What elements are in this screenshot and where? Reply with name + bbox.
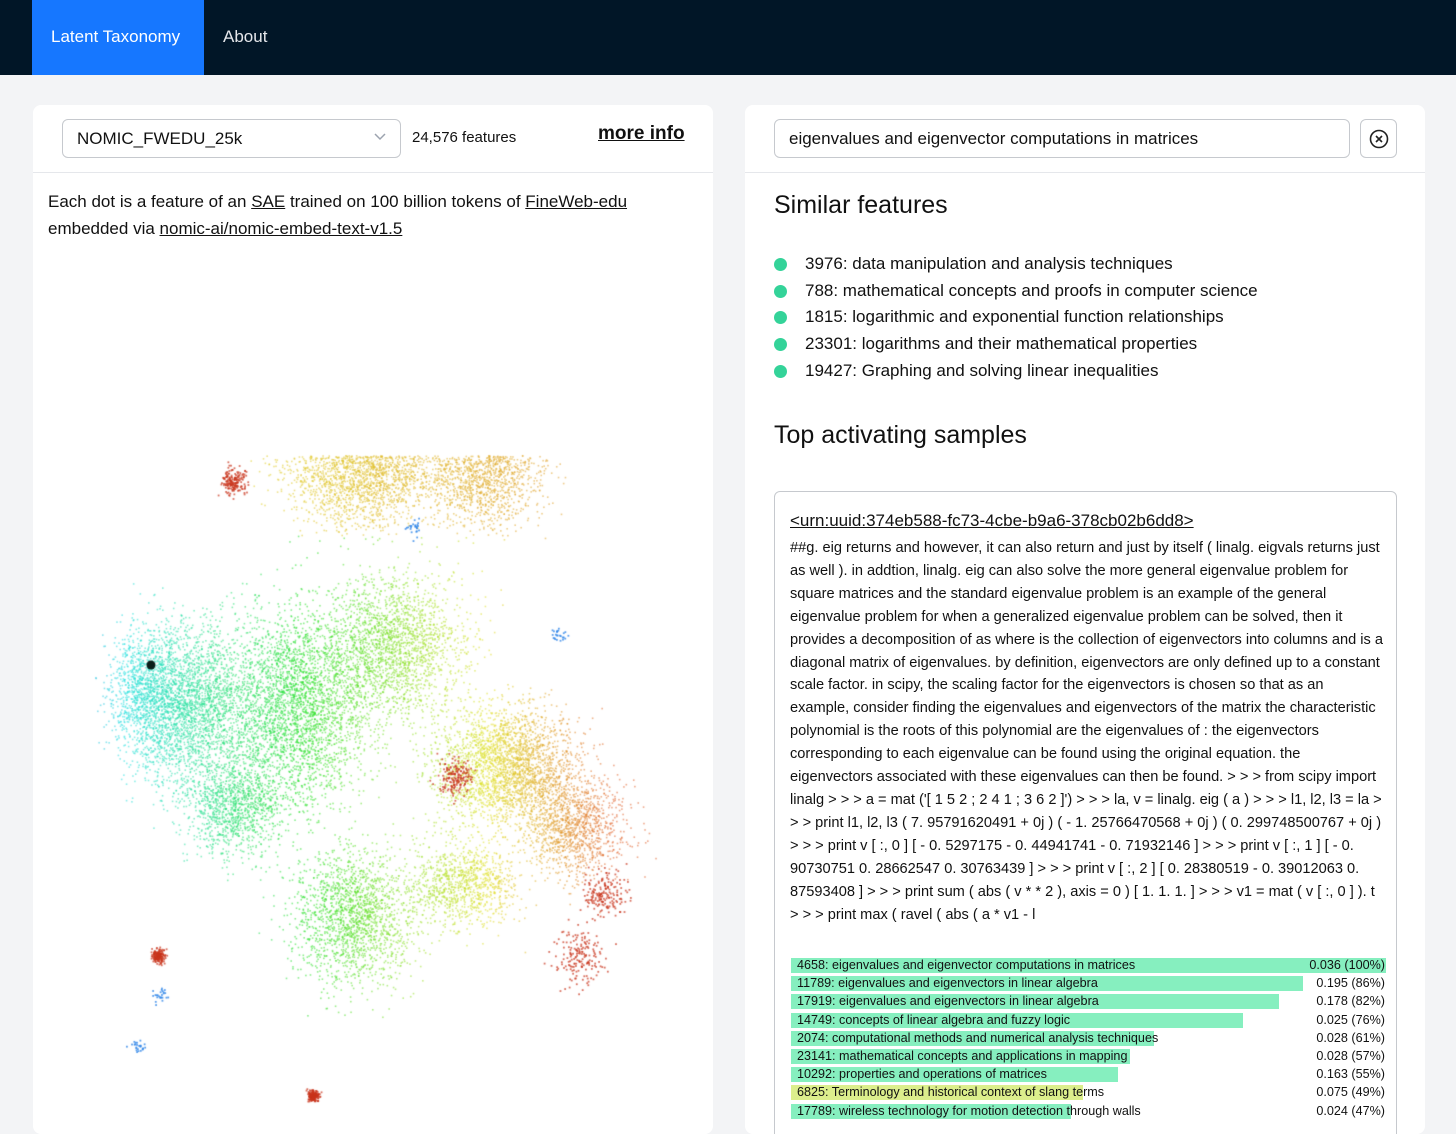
- dataset-select[interactable]: NOMIC_FWEDU_25k: [62, 119, 401, 158]
- activation-feature-label: 2074: computational methods and numerica…: [797, 1030, 1159, 1045]
- activation-bar-row[interactable]: 17919: eigenvalues and eigenvectors in l…: [791, 993, 1386, 1011]
- similar-feature-label: 19427: Graphing and solving linear inequ…: [805, 360, 1159, 380]
- detail-panel-header: [745, 105, 1425, 173]
- feature-dot-icon: [774, 258, 787, 271]
- feature-count: 24,576 features: [412, 129, 517, 146]
- activation-feature-label: 10292: properties and operations of matr…: [797, 1067, 1047, 1082]
- similar-feature-item[interactable]: 19427: Graphing and solving linear inequ…: [774, 358, 1258, 385]
- activation-feature-label: 17789: wireless technology for motion de…: [797, 1103, 1141, 1118]
- activation-feature-label: 4658: eigenvalues and eigenvector comput…: [797, 958, 1136, 972]
- activation-bar-fill: [791, 958, 1386, 973]
- map-panel-header: NOMIC_FWEDU_25k 24,576 features more inf…: [33, 105, 713, 173]
- activation-bar-fill: [791, 1103, 1071, 1119]
- top-samples-title: Top activating samples: [774, 421, 1027, 449]
- activation-value: 0.028 (61%): [1316, 1030, 1385, 1045]
- activation-feature-label: 14749: concepts of linear algebra and fu…: [797, 1012, 1071, 1027]
- similar-features-list: 3976: data manipulation and analysis tec…: [774, 251, 1258, 384]
- activation-bar-row[interactable]: 10292: properties and operations of matr…: [791, 1066, 1386, 1084]
- close-circle-icon: [1369, 129, 1389, 149]
- dataset-select-value: NOMIC_FWEDU_25k: [77, 129, 243, 148]
- nav-tab-about[interactable]: About: [223, 27, 268, 46]
- detail-panel: Similar features 3976: data manipulation…: [745, 105, 1425, 1134]
- activation-bar-fill: [791, 1067, 1119, 1083]
- similar-feature-label: 788: mathematical concepts and proofs in…: [805, 280, 1258, 300]
- activation-value: 0.163 (55%): [1316, 1067, 1385, 1082]
- nav-tab-latent-taxonomy[interactable]: Latent Taxonomy: [32, 0, 204, 75]
- map-description: Each dot is a feature of an SAE trained …: [48, 188, 688, 242]
- desc-text: embedded via: [48, 219, 160, 238]
- similar-feature-item[interactable]: 3976: data manipulation and analysis tec…: [774, 251, 1258, 278]
- activation-bar-fill: [791, 976, 1303, 992]
- activation-value: 0.075 (49%): [1316, 1085, 1385, 1100]
- activation-feature-label: 11789: eigenvalues and eigenvectors in l…: [797, 976, 1098, 991]
- activation-bar-fill: [791, 1030, 1154, 1046]
- map-panel: NOMIC_FWEDU_25k 24,576 features more inf…: [33, 105, 713, 1134]
- activation-bar-row[interactable]: 17789: wireless technology for motion de…: [791, 1103, 1386, 1121]
- sample-text: ##g. eig returns and however, it can als…: [790, 540, 1383, 923]
- similar-feature-label: 3976: data manipulation and analysis tec…: [805, 254, 1173, 273]
- clear-search-button[interactable]: [1360, 119, 1397, 158]
- activation-bar-row[interactable]: 2074: computational methods and numerica…: [791, 1030, 1386, 1048]
- similar-feature-item[interactable]: 23301: logarithms and their mathematical…: [774, 331, 1258, 358]
- feature-search-input[interactable]: [774, 119, 1350, 158]
- chevron-down-icon: [374, 133, 386, 141]
- activation-bar-row[interactable]: 4658: eigenvalues and eigenvector comput…: [791, 957, 1386, 975]
- activation-feature-label: 6825: Terminology and historical context…: [797, 1085, 1105, 1100]
- activation-bar-row[interactable]: 14749: concepts of linear algebra and fu…: [791, 1012, 1386, 1030]
- similar-feature-label: 1815: logarithmic and exponential functi…: [805, 307, 1224, 327]
- activation-value: 0.036 (100%): [1309, 958, 1385, 972]
- activation-bars: 4658: eigenvalues and eigenvector comput…: [791, 957, 1386, 1121]
- similar-feature-item[interactable]: 788: mathematical concepts and proofs in…: [774, 278, 1258, 305]
- activation-bar-row[interactable]: 23141: mathematical concepts and applica…: [791, 1048, 1386, 1066]
- activation-value: 0.028 (57%): [1316, 1048, 1385, 1063]
- activation-bar-row[interactable]: 11789: eigenvalues and eigenvectors in l…: [791, 975, 1386, 993]
- top-navbar: Latent Taxonomy About: [0, 0, 1456, 75]
- desc-text: trained on 100 billion tokens of: [285, 192, 526, 211]
- activation-bar-fill: [791, 1085, 1083, 1101]
- activation-bar-fill: [791, 994, 1279, 1010]
- activation-feature-label: 17919: eigenvalues and eigenvectors in l…: [797, 994, 1099, 1009]
- activation-bar-fill: [791, 1048, 1131, 1064]
- activation-bar-fill: [791, 1012, 1244, 1028]
- feature-dot-icon: [774, 311, 787, 325]
- feature-dot-icon: [774, 364, 787, 378]
- activation-value: 0.024 (47%): [1316, 1103, 1385, 1118]
- activation-bar-row[interactable]: 6825: Terminology and historical context…: [791, 1084, 1386, 1102]
- sample-uuid-link[interactable]: <urn:uuid:374eb588-fc73-4cbe-b9a6-378cb0…: [790, 511, 1194, 530]
- activation-value: 0.195 (86%): [1316, 976, 1385, 991]
- activation-value: 0.025 (76%): [1316, 1012, 1385, 1027]
- activation-feature-label: 23141: mathematical concepts and applica…: [797, 1048, 1128, 1063]
- similar-features-title: Similar features: [774, 191, 948, 219]
- similar-feature-item[interactable]: 1815: logarithmic and exponential functi…: [774, 304, 1258, 331]
- desc-text: Each dot is a feature of an: [48, 192, 252, 211]
- sample-card: <urn:uuid:374eb588-fc73-4cbe-b9a6-378cb0…: [774, 491, 1397, 1134]
- activation-value: 0.178 (82%): [1316, 994, 1385, 1009]
- feature-dot-icon: [774, 284, 787, 298]
- fineweb-link[interactable]: FineWeb-edu: [525, 192, 628, 211]
- similar-feature-label: 23301: logarithms and their mathematical…: [805, 334, 1198, 354]
- feature-scatter-map[interactable]: [33, 265, 713, 1134]
- feature-dot-icon: [774, 338, 787, 352]
- embed-model-link[interactable]: nomic-ai/nomic-embed-text-v1.5: [159, 219, 403, 238]
- more-info-link[interactable]: more info: [598, 123, 685, 144]
- sae-link[interactable]: SAE: [251, 192, 286, 211]
